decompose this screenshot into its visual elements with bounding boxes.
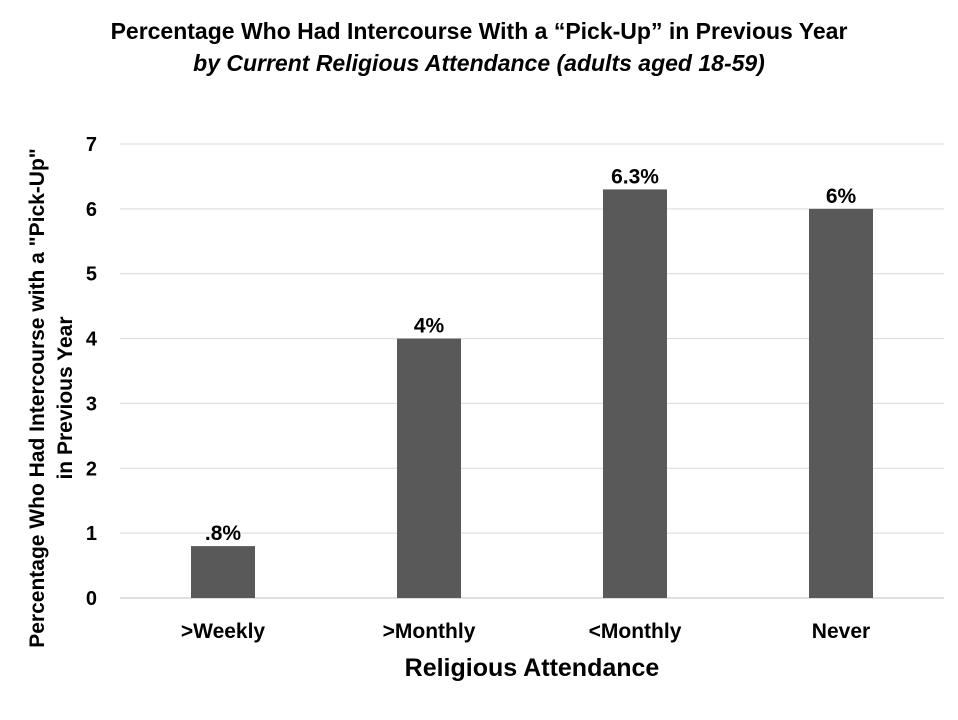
x-tick-label: >Monthly [383, 620, 476, 643]
bar [809, 208, 873, 598]
y-tick-label: 6 [86, 199, 97, 221]
y-tick-label: 3 [86, 393, 97, 415]
chart-title: Percentage Who Had Intercourse With a “P… [110, 18, 848, 44]
x-tick-label: >Weekly [181, 620, 266, 643]
y-tick-label: 2 [86, 458, 97, 480]
y-tick-label: 1 [86, 523, 97, 545]
bar [397, 338, 461, 598]
x-axis-title: Religious Attendance [404, 654, 660, 682]
y-tick-label: 4 [86, 329, 98, 351]
y-tick-label: 0 [86, 588, 97, 610]
bar [191, 546, 255, 598]
bar [603, 189, 667, 598]
y-tick-label: 7 [86, 134, 97, 156]
data-label: 4% [414, 315, 445, 338]
chart-subtitle: by Current Religious Attendance (adults … [193, 50, 765, 76]
y-tick-label: 5 [86, 264, 97, 286]
data-label: 6% [826, 185, 857, 208]
x-tick-label: Never [812, 620, 870, 643]
x-tick-label: <Monthly [589, 620, 682, 643]
data-label: .8% [205, 522, 242, 545]
data-label: 6.3% [611, 165, 659, 188]
